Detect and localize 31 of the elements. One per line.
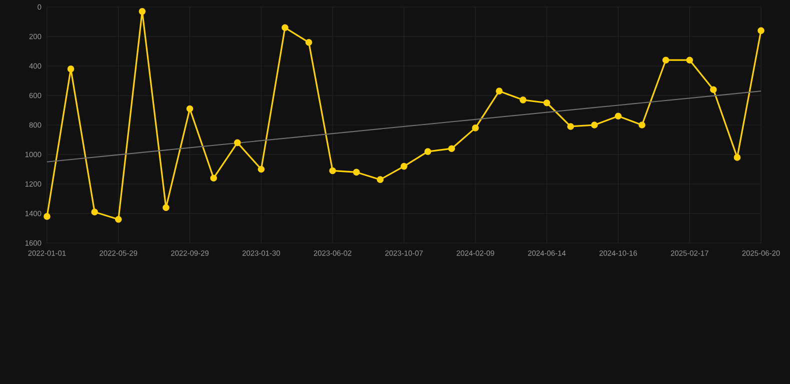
point: [162, 204, 170, 211]
point: [138, 8, 146, 15]
point: [67, 66, 74, 72]
point: [44, 213, 50, 220]
point: [305, 39, 312, 46]
point: [520, 96, 526, 104]
point: [258, 166, 265, 173]
point: [543, 99, 550, 106]
point: [734, 154, 741, 161]
point: [282, 24, 288, 32]
point: [614, 112, 622, 120]
point: [115, 216, 122, 223]
point: [329, 167, 336, 174]
point: [91, 208, 98, 216]
point: [567, 123, 574, 130]
point: [758, 27, 764, 34]
point: [400, 162, 408, 170]
point: [448, 145, 455, 152]
point: [686, 56, 693, 64]
point: [210, 174, 217, 182]
point: [638, 122, 646, 128]
point: [424, 148, 432, 155]
point: [591, 122, 598, 128]
point: [662, 56, 670, 64]
point: [234, 139, 241, 146]
point: [710, 86, 717, 93]
point: [376, 176, 384, 183]
point: [353, 168, 360, 176]
point: [496, 88, 503, 94]
point: [472, 124, 479, 132]
point: [186, 105, 194, 112]
